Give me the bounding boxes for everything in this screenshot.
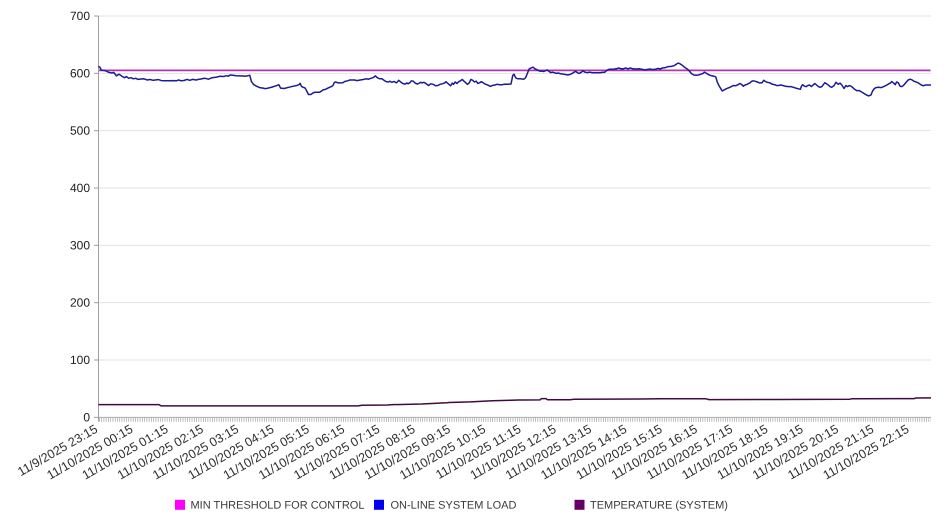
svg-text:600: 600 [70, 66, 90, 80]
svg-text:ON-LINE SYSTEM LOAD: ON-LINE SYSTEM LOAD [390, 500, 516, 512]
svg-text:100: 100 [70, 353, 90, 367]
svg-text:400: 400 [70, 181, 90, 195]
svg-text:200: 200 [70, 296, 90, 310]
svg-text:700: 700 [70, 9, 90, 23]
svg-text:0: 0 [83, 410, 90, 424]
svg-text:TEMPERATURE (SYSTEM): TEMPERATURE (SYSTEM) [590, 500, 728, 512]
svg-text:300: 300 [70, 238, 90, 252]
svg-text:500: 500 [70, 124, 90, 138]
svg-text:MIN THRESHOLD FOR CONTROL: MIN THRESHOLD FOR CONTROL [190, 500, 364, 512]
